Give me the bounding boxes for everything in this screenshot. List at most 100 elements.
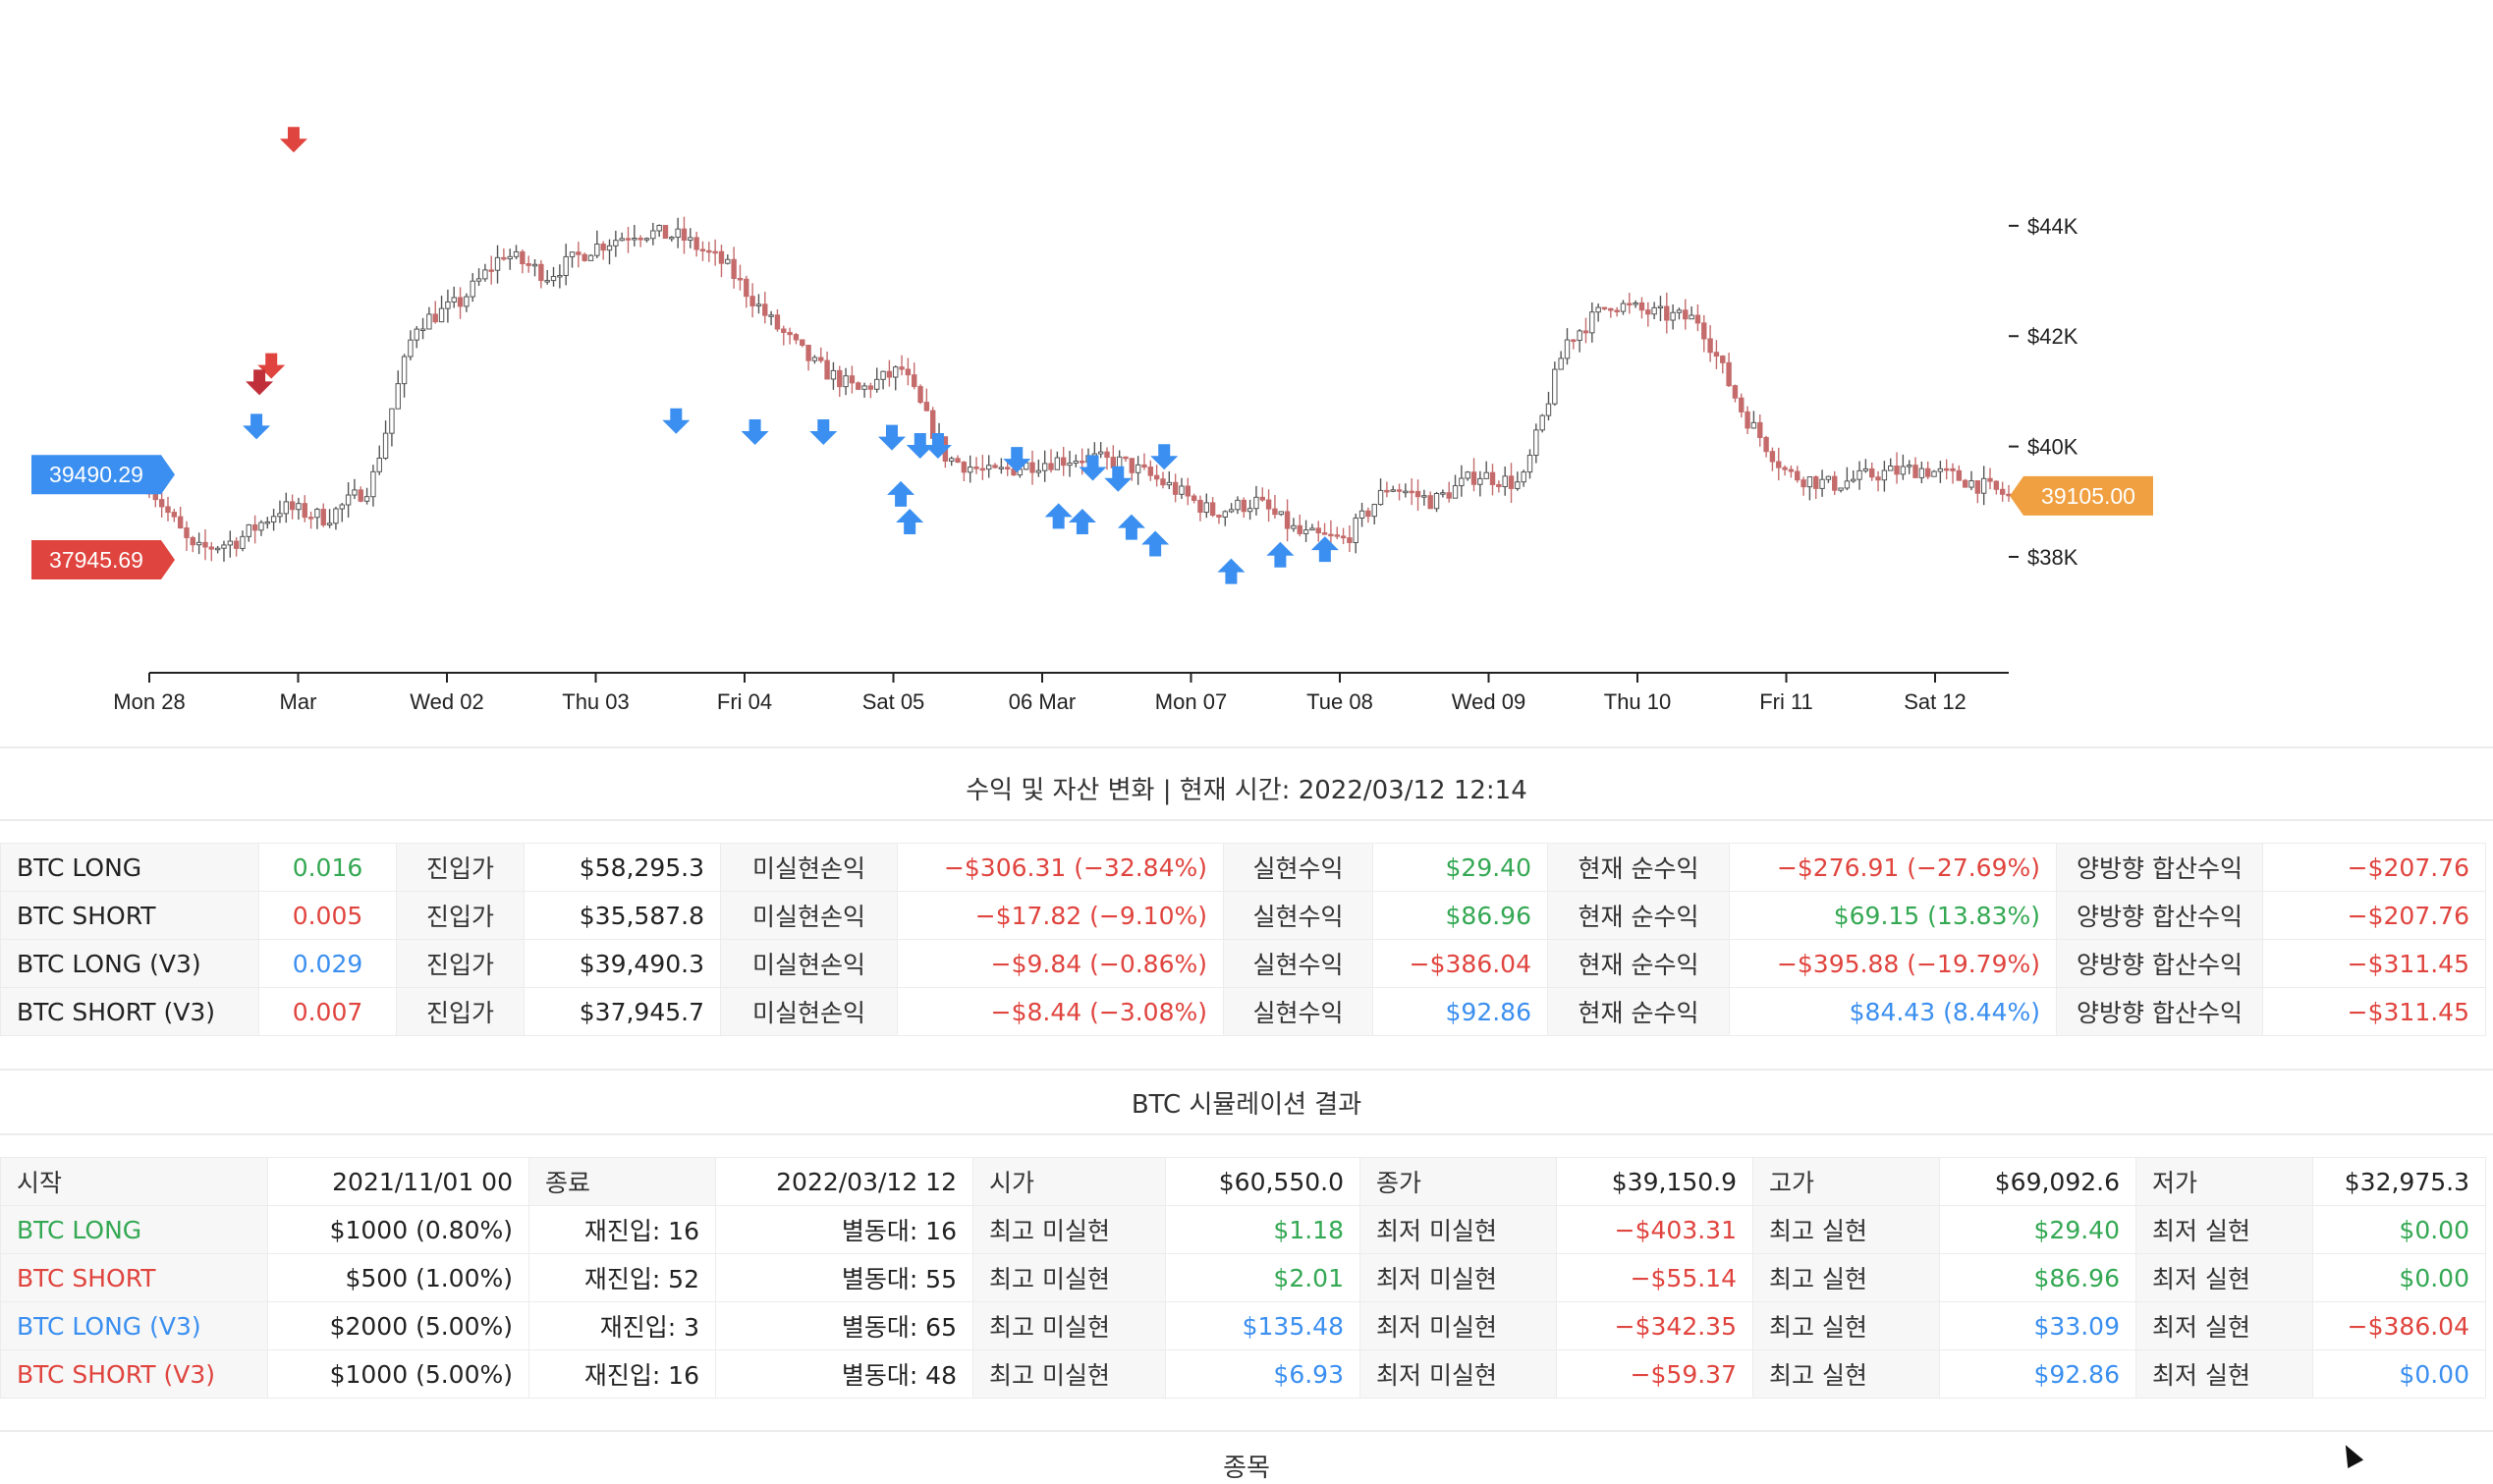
squad-count: 별동대: 16 (715, 1205, 973, 1254)
start-label: 시작 (0, 1157, 268, 1206)
candle-body (382, 432, 389, 459)
arrow-up-icon (1310, 536, 1339, 563)
candle-body (1228, 509, 1235, 513)
x-tick-label: Mon 07 (1155, 689, 1227, 714)
candle-body (811, 357, 818, 361)
arrow-up-icon (1068, 509, 1096, 535)
candle-body (1533, 429, 1539, 457)
min-realized: $0.00 (2312, 1205, 2486, 1254)
candle-body (681, 228, 688, 242)
candle-body (363, 496, 370, 502)
table-row: BTC LONG (V3) 0.029 진입가 $39,490.3 미실현손익 −$9.8… (0, 939, 2486, 988)
high-value: $69,092.6 (1939, 1157, 2136, 1206)
price-chart[interactable]: Mon 28 Mar Wed 02 Thu 03 Fri 04 Sat 05 06 Mar M… (0, 0, 2493, 746)
candle-body (395, 383, 401, 410)
candle-body (376, 457, 382, 472)
candle-body (240, 535, 246, 549)
candle-body (401, 356, 408, 385)
candle-body (1651, 306, 1657, 315)
min-realized-label: 최저 실현 (2135, 1205, 2313, 1254)
candle-body (1502, 475, 1508, 488)
reentry-count: 재진입: 52 (528, 1253, 716, 1302)
close-value: $39,150.9 (1556, 1157, 1753, 1206)
candle-body (1515, 481, 1521, 489)
candle-body (1614, 309, 1620, 313)
entry-label: 진입가 (396, 891, 525, 940)
candle-body (1701, 322, 1707, 340)
candle-body (656, 225, 662, 232)
candle-body (1694, 314, 1701, 324)
candle-body (258, 522, 264, 531)
unrealized-label: 미실현손익 (720, 987, 898, 1036)
reentry-count: 재진입: 16 (528, 1349, 716, 1399)
candle-body (1414, 490, 1421, 498)
trade-markers (243, 127, 1339, 584)
candle-body (830, 369, 837, 380)
min-unrealized: −$59.37 (1556, 1349, 1753, 1399)
x-tick-label: Mar (280, 689, 317, 714)
candle-body (1713, 352, 1720, 357)
position-qty: 0.029 (258, 939, 397, 988)
candle-body (619, 238, 625, 242)
candle-body (451, 297, 457, 302)
candle-body (1297, 524, 1302, 534)
candle-body (1048, 463, 1054, 470)
symbol-section-title: 종목 (1223, 1454, 1270, 1483)
open-value: $60,550.0 (1165, 1157, 1360, 1206)
candlestick-series (146, 216, 2012, 562)
candle-body (277, 513, 283, 518)
candle-body (762, 303, 768, 316)
min-unrealized: −$342.35 (1556, 1301, 1753, 1350)
candle-body (600, 244, 606, 251)
candle-body (905, 368, 912, 376)
y-tick-label: $42K (2027, 324, 2078, 349)
candle-body (1235, 499, 1241, 511)
max-unrealized-label: 최고 미실현 (972, 1349, 1166, 1399)
candle-body (594, 244, 600, 256)
candle-body (755, 303, 762, 306)
candle-body (202, 541, 208, 548)
net-label: 현재 순수익 (1547, 939, 1730, 988)
candle-body (1116, 456, 1123, 468)
candle-body (1881, 469, 1888, 481)
candle-body (992, 465, 998, 468)
candle-body (1683, 309, 1689, 320)
candle-body (1601, 306, 1608, 310)
candle-body (475, 278, 482, 282)
candle-body (307, 517, 314, 520)
candle-body (1409, 490, 1414, 494)
candle-body (264, 521, 270, 524)
candle-body (1776, 461, 1782, 468)
candle-body (494, 256, 501, 271)
candle-body (339, 504, 345, 510)
candle-body (917, 386, 923, 404)
candle-body (1657, 305, 1664, 309)
candle-body (208, 546, 215, 550)
entry-price: $37,945.7 (524, 987, 721, 1036)
candle-body (1334, 534, 1340, 537)
candle-body (438, 307, 445, 323)
candle-body (1209, 502, 1216, 517)
candle-body (824, 359, 830, 380)
y-tick-label: $40K (2027, 435, 2078, 460)
candle-body (513, 250, 520, 257)
candle-body (158, 499, 165, 508)
position-name: BTC LONG (0, 843, 259, 892)
candle-body (1943, 467, 1950, 471)
price-label-tag (31, 540, 175, 580)
x-tick-label: Sat 05 (862, 689, 925, 714)
section-divider (0, 1133, 2493, 1135)
candle-body (488, 269, 494, 272)
candle-body (464, 296, 470, 307)
candle-body (1384, 489, 1390, 493)
candle-body (1763, 436, 1769, 453)
min-realized-label: 최저 실현 (2135, 1349, 2313, 1399)
candle-body (1620, 302, 1627, 312)
max-realized: $29.40 (1939, 1205, 2136, 1254)
candle-body (731, 258, 737, 280)
section-divider (0, 819, 2493, 821)
x-tick-label: Wed 02 (410, 689, 483, 714)
max-unrealized-label: 최고 미실현 (972, 1253, 1166, 1302)
candle-body (979, 467, 986, 471)
candle-body (1179, 485, 1185, 495)
